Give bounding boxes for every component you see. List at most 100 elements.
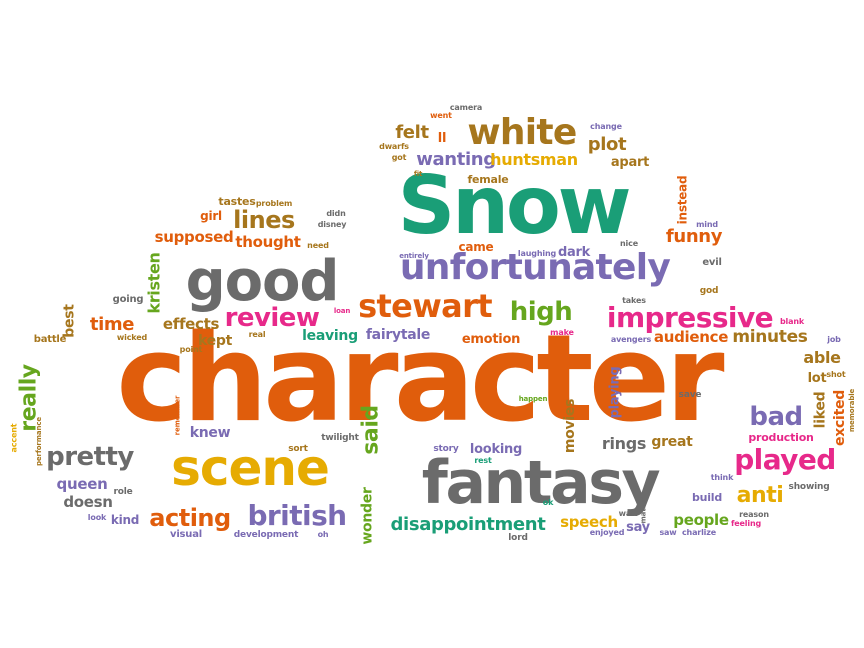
word-emotion: emotion: [461, 331, 521, 347]
word-save: save: [678, 389, 702, 400]
word-production: production: [748, 430, 814, 444]
word-character: character: [116, 310, 724, 449]
word-memorable: memorable: [848, 388, 857, 432]
word-didn: didn: [326, 209, 346, 218]
word-wait: wait: [618, 509, 638, 518]
word-look: look: [87, 513, 107, 522]
word-problem: problem: [255, 199, 293, 208]
word-rings: rings: [601, 434, 647, 453]
word-god: god: [699, 285, 719, 296]
word-story: story: [433, 443, 459, 454]
word-role: role: [113, 486, 133, 497]
word-said: said: [358, 405, 384, 455]
word-instead: instead: [675, 175, 689, 225]
word-point: point: [179, 345, 203, 354]
word-lord: lord: [508, 532, 528, 543]
word-best: best: [62, 304, 78, 338]
word-movies: movies: [562, 398, 578, 454]
word-stewart: stewart: [358, 287, 492, 325]
word-apart: apart: [610, 154, 650, 170]
word-ok: ok: [542, 498, 554, 507]
word-huntsman: huntsman: [490, 150, 578, 169]
word-need: need: [307, 241, 329, 250]
word-girl: girl: [200, 209, 222, 223]
word-going: going: [112, 294, 144, 305]
word-able: able: [803, 348, 841, 367]
word-good: good: [185, 249, 340, 314]
word-laughing: laughing: [517, 249, 557, 258]
word-great: great: [651, 434, 693, 450]
word-battle: battle: [33, 334, 67, 345]
word-speech: speech: [560, 512, 618, 531]
word-bad: bad: [749, 402, 803, 432]
word-dwarfs: dwarfs: [379, 142, 409, 151]
word-minutes: minutes: [732, 326, 808, 347]
word-acting: acting: [149, 504, 231, 532]
word-wonder: wonder: [359, 487, 376, 545]
word-looking: looking: [469, 441, 523, 457]
word-tastes: tastes: [218, 194, 256, 208]
word-went: went: [430, 111, 452, 120]
word-showing: showing: [788, 481, 830, 492]
word-scene: scene: [171, 439, 330, 497]
word-lines: lines: [233, 206, 295, 234]
word-supposed: supposed: [154, 227, 234, 246]
word-british: british: [247, 499, 347, 532]
word-excited: excited: [832, 390, 848, 446]
word-charlize: charlize: [681, 528, 717, 537]
word-leaving: leaving: [302, 328, 358, 344]
word-got: got: [391, 153, 407, 162]
word-happen: happen: [518, 394, 548, 403]
word-dark: dark: [557, 244, 591, 260]
word-development: development: [233, 529, 299, 540]
word-say: say: [626, 519, 650, 535]
word-entirely: entirely: [399, 251, 429, 260]
word-avengers: avengers: [610, 335, 652, 344]
word-reason: reason: [739, 510, 769, 519]
word-playing: playing: [607, 366, 623, 418]
word-change: change: [590, 122, 622, 131]
word-twilight: twilight: [321, 432, 359, 443]
word-blank: blank: [779, 317, 805, 326]
word-funny: funny: [665, 226, 723, 247]
word-performance: performance: [34, 416, 43, 466]
word-enjoyed: enjoyed: [589, 528, 625, 537]
word-build: build: [691, 490, 723, 504]
word-real: real: [248, 330, 266, 339]
word-thought: thought: [235, 232, 301, 251]
word-remember: remember: [173, 395, 182, 435]
word-sort: sort: [288, 443, 308, 454]
word-unfortunately: unfortunately: [399, 247, 671, 288]
word-fantasy: fantasy: [421, 448, 661, 518]
word-plot: plot: [587, 134, 627, 155]
word-job: job: [827, 335, 841, 344]
word-doesn: doesn: [63, 492, 113, 511]
word-wicked: wicked: [116, 333, 148, 342]
word-think: think: [710, 473, 734, 482]
word-accent: accent: [9, 423, 18, 453]
word-kept: kept: [197, 333, 233, 349]
word-nice: nice: [620, 239, 638, 248]
word-rest: rest: [474, 456, 492, 465]
word-came: came: [458, 240, 494, 254]
word-audience: audience: [653, 327, 729, 346]
word-oh: oh: [317, 530, 329, 539]
word-Snow: Snow: [397, 159, 632, 252]
word-make: make: [550, 328, 574, 337]
word-review: review: [224, 303, 320, 333]
word-lot: lot: [807, 370, 827, 386]
word-disney: disney: [317, 220, 347, 229]
word-pretty: pretty: [46, 442, 134, 472]
word-feeling: feeling: [730, 519, 762, 528]
word-kristen: kristen: [144, 252, 164, 314]
word-loan: loan: [333, 306, 351, 315]
word-shot: shot: [826, 370, 846, 379]
word-white: white: [467, 112, 577, 153]
word-matter: matter: [639, 496, 648, 524]
word-knew: knew: [189, 425, 231, 441]
word-camera: camera: [449, 103, 483, 112]
word-saw: saw: [659, 528, 677, 537]
word-people: people: [673, 510, 729, 529]
word-female: female: [467, 172, 509, 186]
